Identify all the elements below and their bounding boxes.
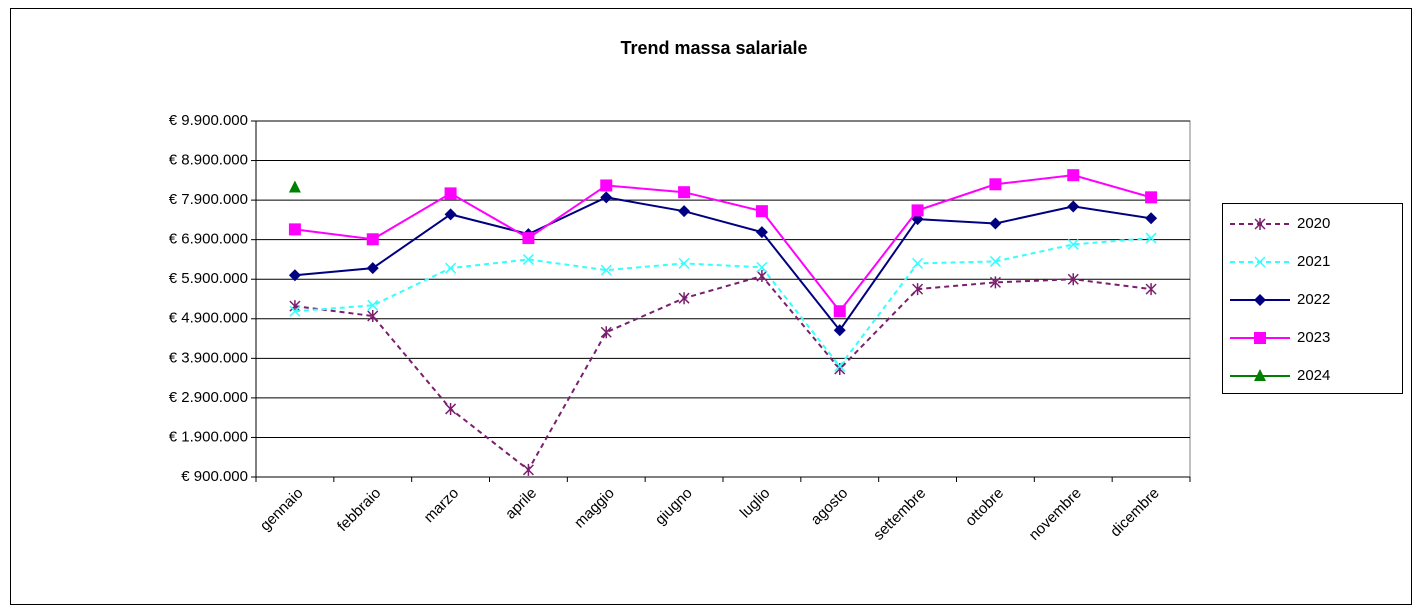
marker	[600, 264, 612, 276]
marker	[522, 232, 535, 245]
legend-marker	[1254, 369, 1266, 381]
marker	[989, 276, 1001, 289]
y-tick-label: € 4.900.000	[169, 310, 248, 327]
marker	[1145, 191, 1158, 204]
legend-label: 2022	[1297, 291, 1330, 308]
marker	[522, 253, 534, 265]
marker	[445, 262, 457, 274]
marker	[756, 270, 768, 283]
marker	[678, 292, 690, 305]
chart-title: Trend massa salariale	[620, 38, 807, 58]
series-line	[294, 237, 1152, 368]
marker	[1067, 200, 1080, 213]
marker	[989, 178, 1002, 191]
y-tick-label: € 9.900.000	[169, 112, 248, 129]
marker	[522, 463, 534, 476]
marker	[288, 269, 301, 282]
y-tick-label: € 5.900.000	[169, 270, 248, 287]
y-tick-label: € 3.900.000	[169, 349, 248, 366]
series-line	[294, 174, 1152, 313]
marker	[1067, 238, 1079, 250]
marker	[1145, 232, 1157, 244]
marker	[367, 299, 379, 311]
marker	[912, 257, 924, 269]
marker	[989, 217, 1002, 230]
y-tick-label: € 2.900.000	[169, 389, 248, 406]
marker	[755, 205, 768, 218]
marker	[600, 326, 612, 339]
marker	[600, 191, 613, 204]
marker	[678, 205, 691, 218]
series-line	[294, 274, 1152, 472]
marker	[444, 208, 457, 221]
marker	[833, 324, 846, 337]
y-tick-label: € 8.900.000	[169, 152, 248, 169]
marker	[678, 257, 690, 269]
marker	[833, 305, 846, 318]
marker	[288, 223, 301, 236]
marker	[1067, 273, 1079, 286]
marker	[1145, 283, 1157, 296]
y-tick-label: € 900.000	[181, 468, 248, 485]
y-tick-label: € 1.900.000	[169, 428, 248, 445]
marker	[288, 180, 301, 193]
legend-marker	[1254, 256, 1266, 268]
legend-box	[1222, 203, 1403, 394]
y-tick-label: € 7.900.000	[169, 191, 248, 208]
marker	[445, 402, 457, 415]
marker	[911, 204, 924, 217]
marker	[366, 262, 379, 275]
marker	[289, 300, 301, 313]
legend-label: 2024	[1297, 367, 1330, 384]
series	[289, 232, 1157, 372]
marker	[1067, 169, 1080, 182]
marker	[755, 226, 768, 239]
marker	[1145, 212, 1158, 225]
legend-marker	[1254, 332, 1266, 344]
series	[288, 169, 1158, 318]
plot-area	[255, 120, 1191, 478]
marker	[444, 187, 457, 200]
marker	[756, 261, 768, 273]
marker	[678, 186, 691, 199]
marker	[912, 283, 924, 296]
legend-label: 2021	[1297, 253, 1330, 270]
series	[288, 180, 301, 193]
y-tick-label: € 6.900.000	[169, 231, 248, 248]
legend-label: 2023	[1297, 329, 1330, 346]
marker	[600, 179, 613, 192]
marker	[289, 305, 301, 317]
legend-marker	[1254, 294, 1266, 306]
marker	[367, 310, 379, 323]
legend-marker	[1254, 218, 1266, 230]
series-line	[294, 196, 1152, 332]
marker	[366, 233, 379, 246]
marker	[834, 360, 846, 372]
legend-label: 2020	[1297, 215, 1330, 232]
marker	[989, 255, 1001, 267]
